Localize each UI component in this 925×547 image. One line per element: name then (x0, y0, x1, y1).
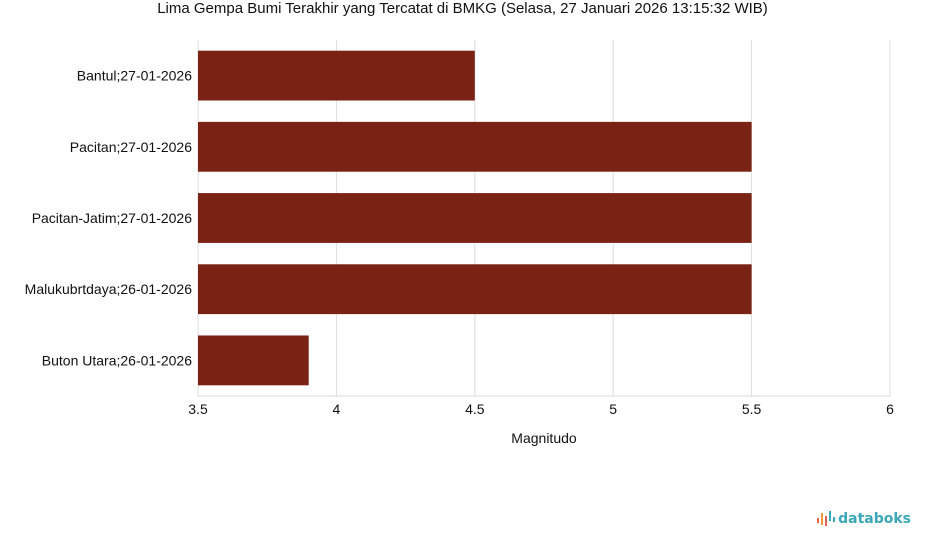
x-tick-labels: 3.5 4 4.5 5 5.5 6 (188, 401, 894, 417)
chart-title: Lima Gempa Bumi Terakhir yang Tercatat d… (157, 0, 768, 17)
x-tick-label: 5 (609, 401, 617, 417)
bar[interactable] (198, 264, 752, 315)
databoks-logo-icon (817, 511, 836, 526)
y-tick-label: Buton Utara;26-01-2026 (42, 352, 192, 368)
y-tick-label: Malukubrtdaya;26-01-2026 (25, 281, 193, 297)
bar[interactable] (198, 50, 475, 101)
x-tick-label: 5.5 (742, 401, 762, 417)
x-tick-label: 4.5 (465, 401, 485, 417)
databoks-brand: databoks (817, 511, 911, 527)
x-tick-label: 3.5 (188, 401, 208, 417)
x-axis-label: Magnitudo (511, 430, 577, 446)
x-tick-label: 4 (333, 401, 341, 417)
x-tick-label: 6 (886, 401, 894, 417)
y-tick-label: Pacitan-Jatim;27-01-2026 (32, 210, 193, 226)
bars (198, 50, 752, 386)
bar[interactable] (198, 121, 752, 172)
brand-name: databoks (838, 511, 911, 527)
y-tick-labels: Bantul;27-01-2026 Pacitan;27-01-2026 Pacit… (25, 68, 193, 369)
y-tick-label: Bantul;27-01-2026 (77, 68, 192, 84)
bar[interactable] (198, 193, 752, 243)
y-tick-label: Pacitan;27-01-2026 (70, 139, 192, 155)
bar[interactable] (198, 335, 309, 386)
